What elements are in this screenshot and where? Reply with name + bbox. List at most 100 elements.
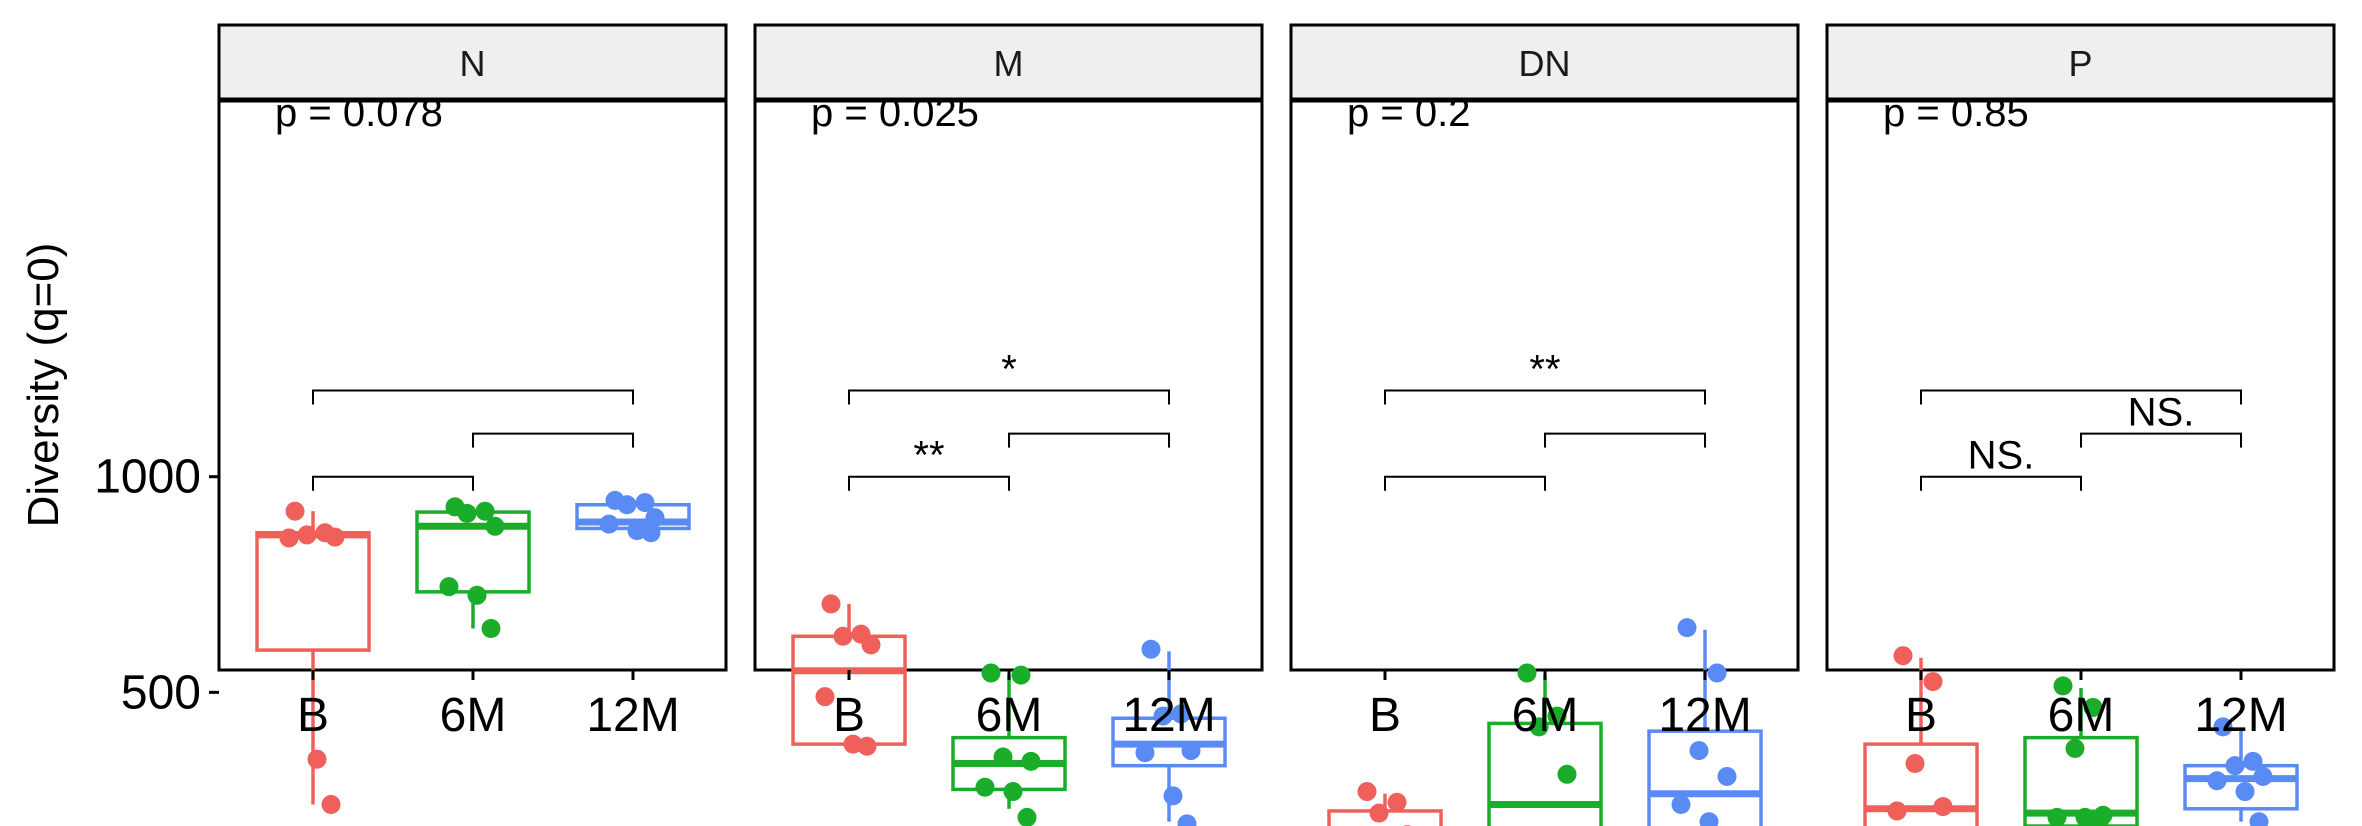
y-tick-label-500: 500 <box>121 666 201 719</box>
box-rect <box>1647 729 1763 826</box>
comparison-bracket-B-12M: * <box>848 347 1170 405</box>
facet-panel-P: Pp = 0.85 B 6M 12M NS. NS. <box>1825 23 2336 826</box>
box-B <box>1327 782 1443 826</box>
significance-label: NS. <box>2128 391 2195 435</box>
data-point <box>2053 676 2073 696</box>
bracket-line <box>848 389 1170 405</box>
plot-area <box>1289 98 1800 672</box>
data-point <box>857 736 877 756</box>
data-point <box>439 577 459 597</box>
x-tick-label-6M: 6M <box>2048 689 2115 742</box>
data-point <box>1547 706 1567 726</box>
x-tick-label-B: B <box>1905 689 1937 742</box>
x-tick-label-B: B <box>1369 689 1401 742</box>
box-6M <box>415 497 531 639</box>
data-point <box>475 501 495 521</box>
data-point <box>1923 672 1943 692</box>
data-point <box>1141 639 1161 659</box>
data-point <box>815 687 835 707</box>
data-point <box>1163 786 1183 806</box>
data-point <box>325 527 345 547</box>
comparison-bracket-6M-12M <box>1544 432 1706 448</box>
data-point <box>641 523 661 543</box>
data-point <box>481 619 501 639</box>
x-tick-label-12M: 12M <box>586 689 679 742</box>
data-point <box>2253 766 2273 786</box>
plot-area <box>1825 98 2336 672</box>
box-12M <box>2183 717 2299 826</box>
box-12M <box>1111 639 1227 826</box>
data-point <box>1933 797 1953 817</box>
data-point <box>1021 751 1041 771</box>
data-point <box>1011 665 1031 685</box>
data-point <box>1905 754 1925 774</box>
comparison-bracket-B-6M <box>312 475 474 491</box>
box-6M <box>2023 676 2139 826</box>
data-point <box>993 747 1013 767</box>
x-tick-label-6M: 6M <box>440 689 507 742</box>
data-point <box>1181 741 1201 761</box>
comparison-bracket-6M-12M <box>472 432 634 448</box>
plot-area <box>217 98 728 672</box>
strip-header <box>1289 23 1800 102</box>
data-point <box>975 777 995 797</box>
y-tick-label-1000: 1000 <box>94 451 201 504</box>
data-point <box>1717 766 1737 786</box>
data-point <box>2047 807 2067 826</box>
strip-label: DN <box>1519 43 1571 84</box>
data-point <box>1135 743 1155 763</box>
data-point <box>2243 751 2263 771</box>
strip-label: M <box>994 43 1024 84</box>
facet-panel-N: Np = 0.078 B 6M 12M <box>217 23 728 814</box>
comparison-bracket-6M-12M: NS. <box>2080 391 2242 448</box>
comparison-bracket-B-12M: ** <box>1384 347 1706 405</box>
data-point <box>307 749 327 769</box>
significance-label: ** <box>1529 347 1560 391</box>
box-12M <box>1647 618 1763 826</box>
data-point <box>2089 812 2109 826</box>
data-point <box>2249 812 2269 826</box>
x-tick-label-6M: 6M <box>1512 689 1579 742</box>
significance-label: NS. <box>1968 434 2035 478</box>
comparison-bracket-B-6M <box>1384 475 1546 491</box>
y-axis-title: Diversity (q=0) <box>19 243 68 528</box>
bracket-line <box>312 475 474 491</box>
data-point <box>627 521 647 541</box>
x-tick-label-12M: 12M <box>1658 689 1751 742</box>
bracket-line <box>848 475 1010 491</box>
chart-root: Diversity (q=0) 500 1000 Np = 0.078 B 6M 12M Mp… <box>19 23 2336 826</box>
x-tick-label-12M: 12M <box>1122 689 1215 742</box>
data-point <box>1357 782 1377 802</box>
plot-area <box>753 98 1264 672</box>
bracket-line <box>472 432 634 448</box>
x-tick-label-B: B <box>297 689 329 742</box>
data-point <box>2083 697 2103 717</box>
data-point <box>2213 717 2233 737</box>
x-tick-label-6M: 6M <box>976 689 1043 742</box>
data-point <box>2207 771 2227 791</box>
comparison-bracket-B-12M <box>312 389 634 405</box>
bracket-line <box>1008 432 1170 448</box>
bracket-line <box>1920 475 2082 491</box>
p-value-label: p = 0.025 <box>811 91 979 135</box>
box-12M <box>575 490 691 543</box>
data-point <box>1557 764 1577 784</box>
facet-panel-DN: DN p = 0.2 B 6M 12M ** <box>1289 23 1800 826</box>
bracket-line <box>1384 475 1546 491</box>
data-point <box>635 493 655 513</box>
data-point <box>843 734 863 754</box>
strip-label: N <box>460 43 486 84</box>
significance-label: ** <box>913 434 944 478</box>
box-6M <box>1487 663 1603 826</box>
strip-header <box>217 23 728 102</box>
data-point <box>297 525 317 545</box>
data-point <box>1171 704 1191 724</box>
data-point <box>1671 794 1691 814</box>
data-point <box>485 516 505 536</box>
data-point <box>617 495 637 515</box>
data-point <box>1153 706 1173 726</box>
data-point <box>833 626 853 646</box>
p-value-label: p = 0.078 <box>275 91 443 135</box>
x-tick-label-B: B <box>833 689 865 742</box>
